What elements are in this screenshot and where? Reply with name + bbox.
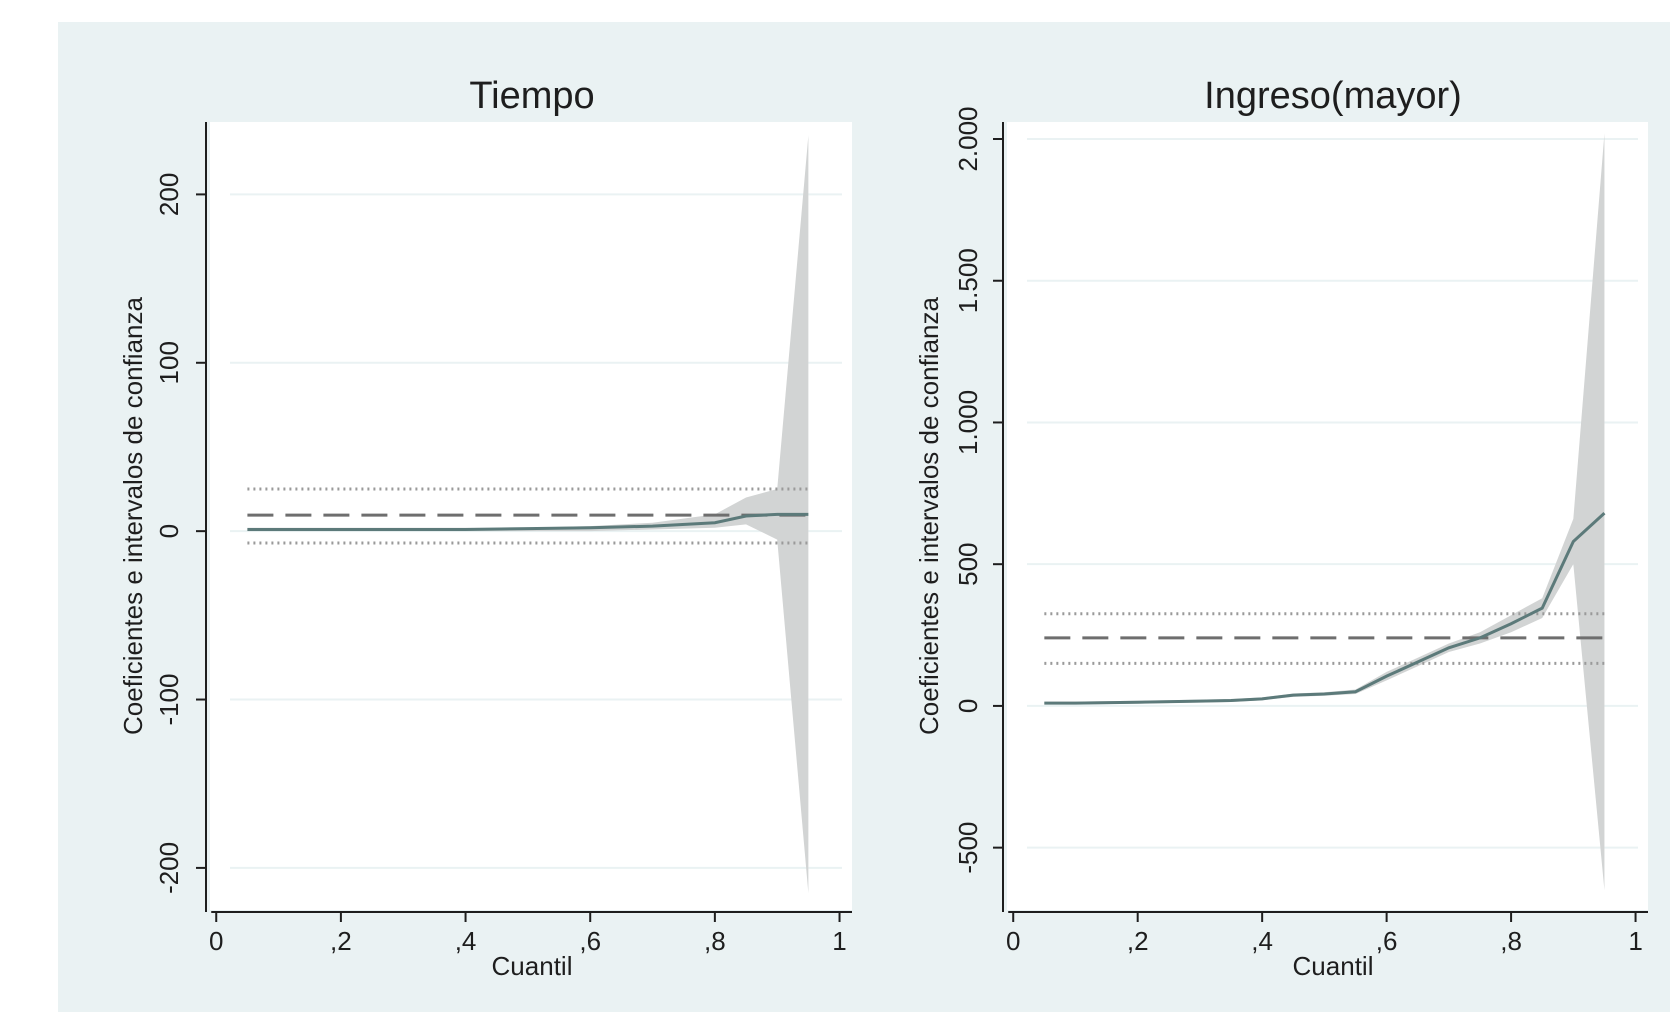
x-tick-label-2: ,2 bbox=[330, 926, 352, 956]
y-tick-label-2: -100 bbox=[154, 674, 184, 726]
coefficient-line bbox=[247, 512, 809, 531]
y-tick-label-2: 0 bbox=[953, 699, 983, 713]
y-axis-label: Coeficientes e intervalos de confianza bbox=[118, 297, 148, 735]
chart-title: Tiempo bbox=[469, 75, 594, 117]
x-tick-label-5: ,8 bbox=[704, 926, 726, 956]
x-tick-label-3: ,4 bbox=[455, 926, 477, 956]
chart-panel-2: -500 0 500 1.000 1.500 2.000 0 ,2 ,4 ,6 ,8 1 Ingreso… bbox=[914, 75, 1648, 981]
x-tick-label-3: ,4 bbox=[1251, 926, 1273, 956]
y-tick-label-5: 1.500 bbox=[953, 248, 983, 313]
y-tick-label-3: 0 bbox=[154, 524, 184, 538]
y-axis-label: Coeficientes e intervalos de confianza bbox=[914, 297, 944, 735]
x-tick-label-1: 0 bbox=[1006, 926, 1020, 956]
x-tick-label-6: 1 bbox=[832, 926, 846, 956]
x-tick-label-2: ,2 bbox=[1127, 926, 1149, 956]
y-tick-label-3: 500 bbox=[953, 542, 983, 585]
chart-title: Ingreso(mayor) bbox=[1204, 75, 1462, 117]
y-tick-label-5: 200 bbox=[154, 173, 184, 216]
y-tick-label-4: 100 bbox=[154, 341, 184, 384]
y-tick-label-1: -200 bbox=[154, 842, 184, 894]
y-tick-label-4: 1.000 bbox=[953, 390, 983, 455]
x-tick-label-6: 1 bbox=[1628, 926, 1642, 956]
x-tick-label-4: ,6 bbox=[1376, 926, 1398, 956]
y-tick-label-6: 2.000 bbox=[953, 106, 983, 171]
coefficient-line bbox=[1044, 512, 1606, 705]
x-tick-label-4: ,6 bbox=[579, 926, 601, 956]
x-axis-label: Cuantil bbox=[1293, 951, 1374, 981]
x-axis-label: Cuantil bbox=[492, 951, 573, 981]
x-tick-label-1: 0 bbox=[209, 926, 223, 956]
plot-area bbox=[1007, 122, 1648, 910]
y-tick-label-1: -500 bbox=[953, 822, 983, 874]
chart-panel-1: -200 -100 0 100 200 0 ,2 ,4 ,6 ,8 1 Tiempo Cuantil Co… bbox=[118, 75, 852, 981]
x-tick-label-5: ,8 bbox=[1500, 926, 1522, 956]
